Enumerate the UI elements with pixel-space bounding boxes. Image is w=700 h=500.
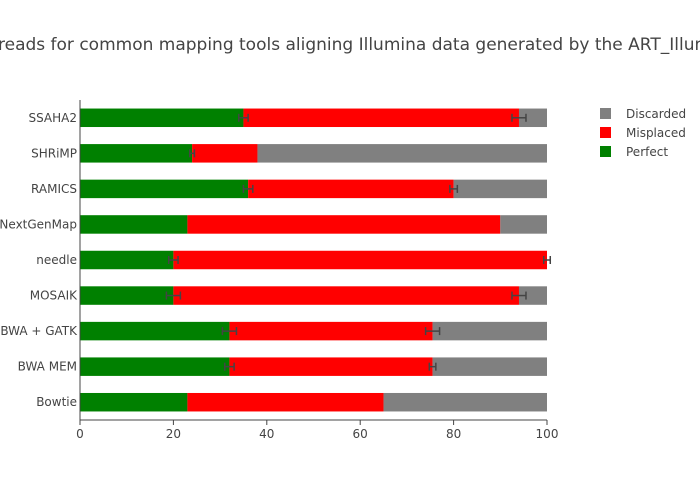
bar-discarded-bowtie (383, 392, 547, 412)
bar-misplaced-shrimp (192, 144, 258, 163)
legend-swatch-misplaced (600, 127, 611, 138)
y-tick-label-bowtie: Bowtie (36, 395, 77, 409)
legend-swatch-perfect (600, 146, 611, 157)
bar-misplaced-ramics (248, 179, 454, 199)
y-tick-label-shrimp: SHRiMP (31, 146, 77, 160)
bar-misplaced-needle (173, 250, 547, 270)
bar-misplaced-ssaha2 (243, 108, 519, 128)
bar-discarded-shrimp (257, 144, 547, 163)
legend-label-misplaced: Misplaced (626, 126, 686, 140)
bar-perfect-ramics (80, 179, 249, 199)
y-tick-label-bwa-gatk: BWA + GATK (0, 324, 78, 338)
bar-perfect-bwa-gatk (80, 321, 230, 341)
error-bar-misplaced-ssaha2 (511, 113, 527, 122)
error-bar-perfect-shrimp (188, 149, 196, 158)
y-tick-label-mosaik: MOSAIK (30, 289, 78, 303)
bar-misplaced-nextgenmap (187, 215, 501, 234)
y-tick-label-ramics: RAMICS (31, 182, 77, 196)
x-tick-label-0: 0 (76, 427, 84, 441)
error-bar-misplaced-bwa-mem (428, 362, 437, 371)
y-tick-label-nextgenmap: NextGenMap (0, 217, 77, 231)
x-tick-label-60: 60 (353, 427, 368, 441)
legend-label-discarded: Discarded (626, 107, 686, 121)
bar-discarded-ssaha2 (518, 108, 547, 128)
error-bar-perfect-ssaha2 (238, 113, 249, 122)
bar-perfect-needle (80, 250, 174, 270)
x-tick-label-40: 40 (259, 427, 274, 441)
bar-discarded-ramics (453, 179, 547, 199)
bar-perfect-bowtie (80, 392, 188, 412)
y-tick-label-bwa-mem: BWA MEM (18, 360, 77, 374)
legend: Discarded Misplaced Perfect (600, 107, 686, 159)
error-bar-perfect-needle (167, 256, 179, 264)
y-tick-label-needle: needle (36, 253, 77, 267)
chart-title: reads for common mapping tools aligning … (0, 35, 700, 55)
bar-perfect-mosaik (80, 286, 174, 305)
plot-area: Bowtie BWA MEM BWA + GATK MOSAIK needle NextG… (0, 100, 558, 441)
bar-discarded-nextgenmap (500, 215, 547, 234)
x-tick-label-80: 80 (446, 427, 461, 441)
bar-misplaced-bwa-mem (229, 357, 433, 376)
error-bar-perfect-bwa-gatk (221, 327, 238, 336)
legend-swatch-discarded (600, 108, 611, 119)
error-bar-perfect-mosaik (165, 291, 182, 300)
bar-perfect-bwa-mem (80, 357, 230, 376)
bar-discarded-mosaik (518, 286, 547, 305)
error-bar-perfect-ramics (242, 184, 254, 193)
bar-discarded-bwa-gatk (432, 321, 547, 341)
bar-perfect-nextgenmap (80, 215, 188, 234)
error-bar-misplaced-ramics (449, 184, 459, 193)
legend-label-perfect: Perfect (626, 145, 668, 159)
error-bar-misplaced-needle (542, 256, 552, 264)
error-bar-misplaced-bwa-gatk (424, 327, 441, 336)
bar-perfect-shrimp (80, 144, 193, 163)
bar-misplaced-mosaik (173, 286, 519, 305)
error-bar-perfect-bwa-mem (224, 362, 235, 371)
y-tick-label-ssaha2: SSAHA2 (28, 111, 77, 125)
bar-misplaced-bwa-gatk (229, 321, 433, 341)
bar-perfect-ssaha2 (80, 108, 244, 128)
error-bar-misplaced-mosaik (511, 291, 527, 300)
x-tick-label-20: 20 (166, 427, 181, 441)
bar-discarded-bwa-mem (432, 357, 547, 376)
x-tick-label-100: 100 (536, 427, 559, 441)
bar-misplaced-bowtie (187, 392, 384, 412)
